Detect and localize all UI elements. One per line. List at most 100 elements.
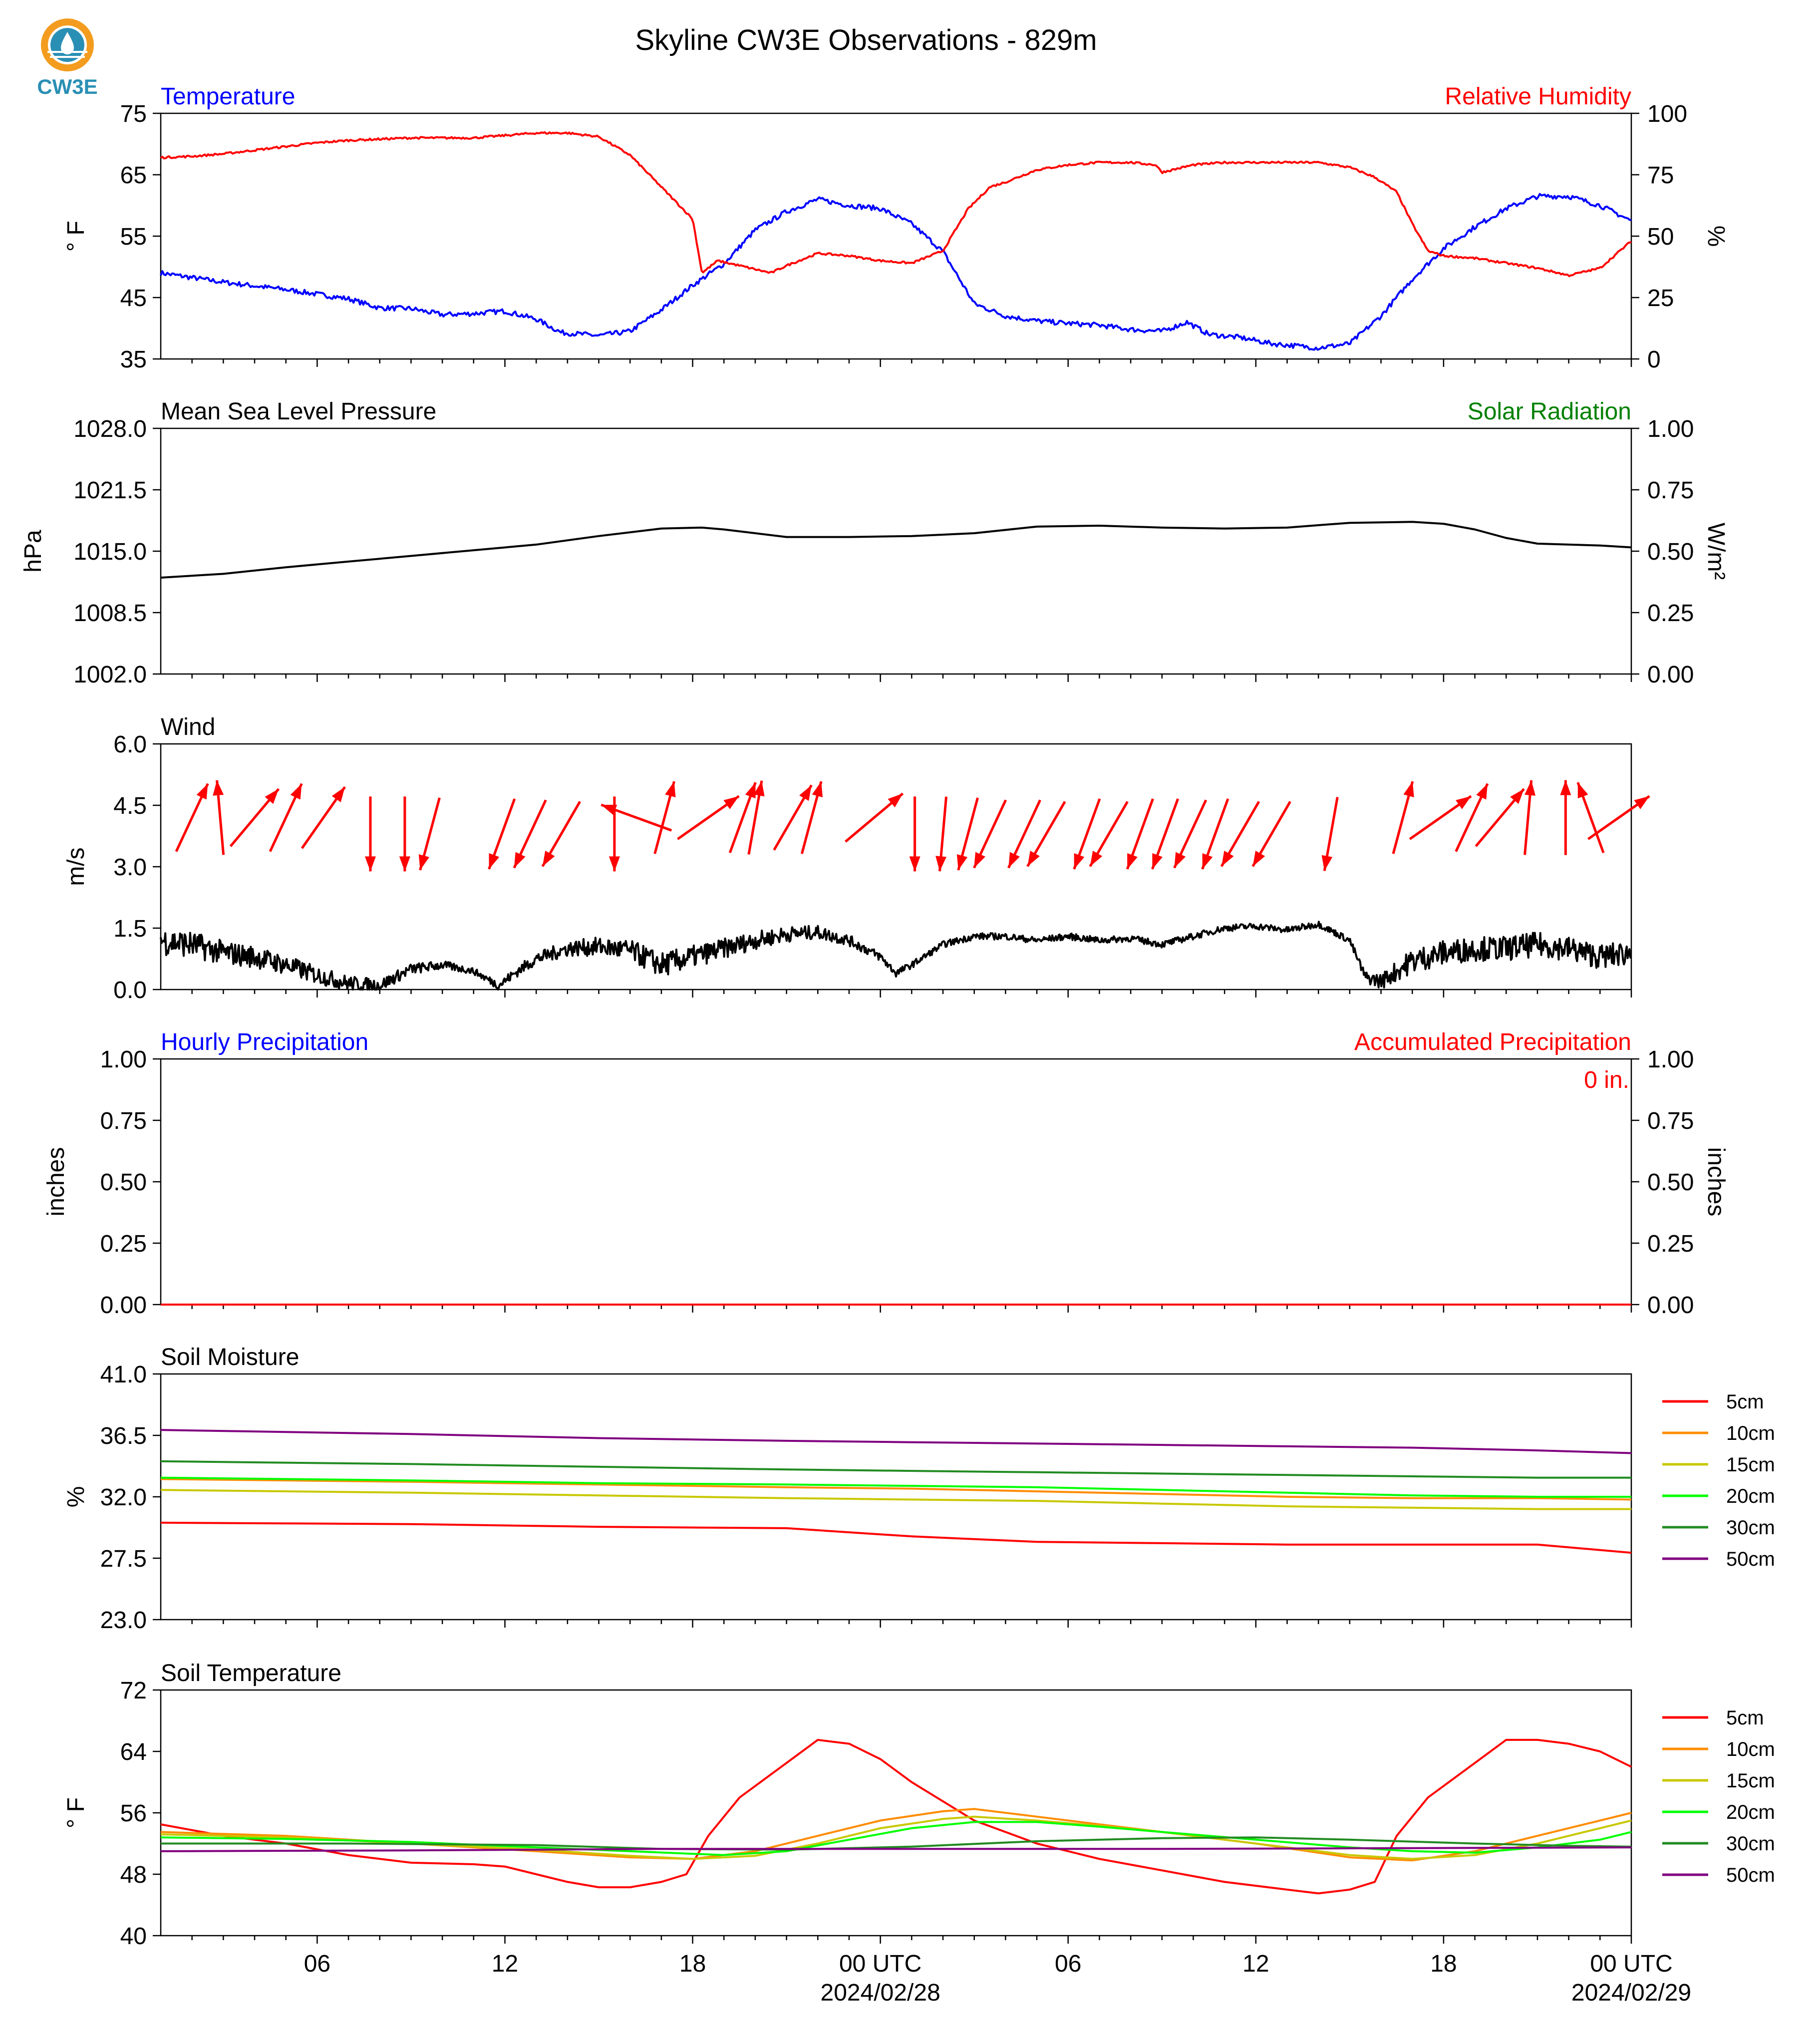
wind-arrow-head bbox=[265, 789, 279, 804]
y-axis-label: ° F bbox=[63, 1797, 89, 1828]
y-tick-label: 1028.0 bbox=[73, 416, 147, 442]
series-line-50cm bbox=[160, 1846, 1632, 1852]
wind-arrow bbox=[488, 798, 516, 870]
wind-arrow bbox=[1073, 798, 1101, 870]
panel-title-left: Soil Temperature bbox=[161, 1660, 341, 1687]
wind-arrow-head bbox=[1524, 780, 1536, 796]
y-tick-label: 32.0 bbox=[100, 1484, 147, 1511]
y-axis-label: ° F bbox=[63, 221, 89, 252]
wind-arrow-head bbox=[1074, 853, 1085, 869]
series-line-s1 bbox=[160, 921, 1632, 991]
wind-arrow-head bbox=[1127, 853, 1138, 869]
y-tick-label: 75 bbox=[120, 101, 147, 127]
wind-arrow bbox=[728, 782, 757, 853]
series-line-s1 bbox=[160, 521, 1632, 579]
y-tick-label: 55 bbox=[120, 224, 147, 250]
legend-label: 5cm bbox=[1726, 1707, 1764, 1729]
wind-arrow-head bbox=[1476, 783, 1488, 800]
wind-arrow-head bbox=[665, 781, 676, 797]
wind-arrow bbox=[513, 799, 547, 869]
wind-arrow bbox=[213, 780, 225, 855]
wind-arrow-head bbox=[331, 787, 345, 803]
wind-arrow bbox=[1321, 797, 1339, 871]
y-tick-label: 36.5 bbox=[100, 1423, 147, 1449]
panel-3: Wind 0.0 1.5 3.0 4.5 6.0 m/s bbox=[63, 714, 1650, 1004]
wind-arrow bbox=[653, 781, 676, 854]
y-tick-label: 4.5 bbox=[113, 793, 147, 819]
y-tick-label: 6.0 bbox=[113, 731, 147, 758]
y-tick-label: 64 bbox=[120, 1739, 147, 1765]
series-line-30cm bbox=[160, 1460, 1631, 1479]
wind-arrow-head bbox=[723, 796, 739, 809]
y-tick-label: 45 bbox=[120, 285, 147, 312]
wind-arrow-head bbox=[1174, 852, 1186, 868]
y-axis-label: hPa bbox=[20, 530, 46, 573]
wind-arrow-head bbox=[1634, 796, 1650, 809]
wind-arrow bbox=[800, 781, 823, 854]
wind-arrow-head bbox=[290, 783, 302, 800]
wind-arrow bbox=[773, 784, 813, 851]
y-tick-label: 40 bbox=[120, 1923, 147, 1950]
wind-arrow-head bbox=[799, 785, 812, 801]
wind-arrow bbox=[1475, 788, 1525, 847]
x-tick-date-label: 2024/02/28 bbox=[821, 1980, 940, 2006]
x-tick-date-label: 2024/02/29 bbox=[1571, 1980, 1691, 2006]
wind-arrow bbox=[1587, 795, 1650, 840]
y-tick-label: 0.50 bbox=[100, 1169, 147, 1196]
legend-label: 10cm bbox=[1726, 1738, 1775, 1760]
series-line-15cm bbox=[160, 1815, 1632, 1860]
x-tick-label: 06 bbox=[304, 1951, 330, 1977]
y-tick-label: 27.5 bbox=[100, 1546, 147, 1572]
panel-frame bbox=[160, 1689, 1632, 1937]
series-line-20cm bbox=[160, 1476, 1631, 1498]
y-tick-label-right: 0 bbox=[1647, 346, 1661, 373]
y-tick-label: 0.75 bbox=[100, 1108, 147, 1134]
y-tick-label-right: 0.25 bbox=[1647, 600, 1694, 627]
legend-label: 15cm bbox=[1726, 1770, 1775, 1792]
wind-arrow-head bbox=[399, 856, 410, 872]
y-tick-label: 35 bbox=[120, 346, 147, 373]
wind-arrow-head bbox=[1403, 781, 1414, 797]
series-line-s1 bbox=[160, 193, 1632, 351]
cw3e-logo: CW3E bbox=[30, 15, 105, 105]
y-tick-label-right: 75 bbox=[1647, 162, 1674, 189]
panel-4: Hourly Precipitation Accumulated Precipit… bbox=[43, 1029, 1729, 1319]
y-axis-label-right: % bbox=[1703, 226, 1729, 247]
wind-arrow bbox=[364, 796, 376, 872]
wind-arrow bbox=[935, 796, 948, 872]
y-tick-label-right: 1.00 bbox=[1647, 1046, 1694, 1073]
y-tick-label: 72 bbox=[120, 1678, 147, 1704]
wind-arrow bbox=[845, 792, 904, 843]
wind-arrow-head bbox=[213, 780, 224, 796]
y-axis-label-right: inches bbox=[1703, 1147, 1729, 1217]
wind-arrow bbox=[1455, 783, 1489, 852]
x-tick-label: 12 bbox=[1242, 1951, 1269, 1977]
y-tick-label: 56 bbox=[120, 1800, 147, 1827]
panel-1: Temperature Relative Humidity 35 45 55 65 75 0 2… bbox=[63, 83, 1729, 373]
panel-2: Mean Sea Level Pressure Solar Radiation 10… bbox=[20, 398, 1729, 688]
logo-text: CW3E bbox=[37, 75, 98, 98]
y-tick-label-right: 0.25 bbox=[1647, 1231, 1694, 1257]
x-tick-label: 00 UTC bbox=[839, 1951, 921, 1977]
accumulated-total: 0 in. bbox=[1584, 1067, 1629, 1093]
wind-arrow-head bbox=[745, 782, 756, 799]
wind-arrow bbox=[1026, 801, 1066, 867]
y-tick-label: 1021.5 bbox=[73, 477, 147, 504]
legend-label: 10cm bbox=[1726, 1422, 1775, 1444]
x-tick-label: 12 bbox=[492, 1951, 518, 1977]
wind-arrow-head bbox=[935, 856, 947, 872]
series-line-10cm bbox=[160, 1478, 1632, 1501]
panel-title-left: Wind bbox=[161, 714, 215, 740]
y-tick-label-right: 0.50 bbox=[1647, 1169, 1694, 1196]
y-tick-label: 1002.0 bbox=[73, 662, 147, 688]
wind-arrow bbox=[1089, 801, 1129, 867]
panel-frame bbox=[160, 427, 1632, 675]
wind-arrow-head bbox=[196, 783, 208, 800]
wind-arrow-head bbox=[1221, 850, 1234, 867]
wind-arrow-head bbox=[909, 856, 920, 872]
wind-arrow bbox=[269, 783, 303, 852]
wind-arrow bbox=[541, 801, 581, 867]
y-tick-label-right: 0.75 bbox=[1647, 477, 1694, 504]
panel-frame bbox=[160, 1058, 1632, 1306]
wind-arrow bbox=[1251, 801, 1291, 867]
